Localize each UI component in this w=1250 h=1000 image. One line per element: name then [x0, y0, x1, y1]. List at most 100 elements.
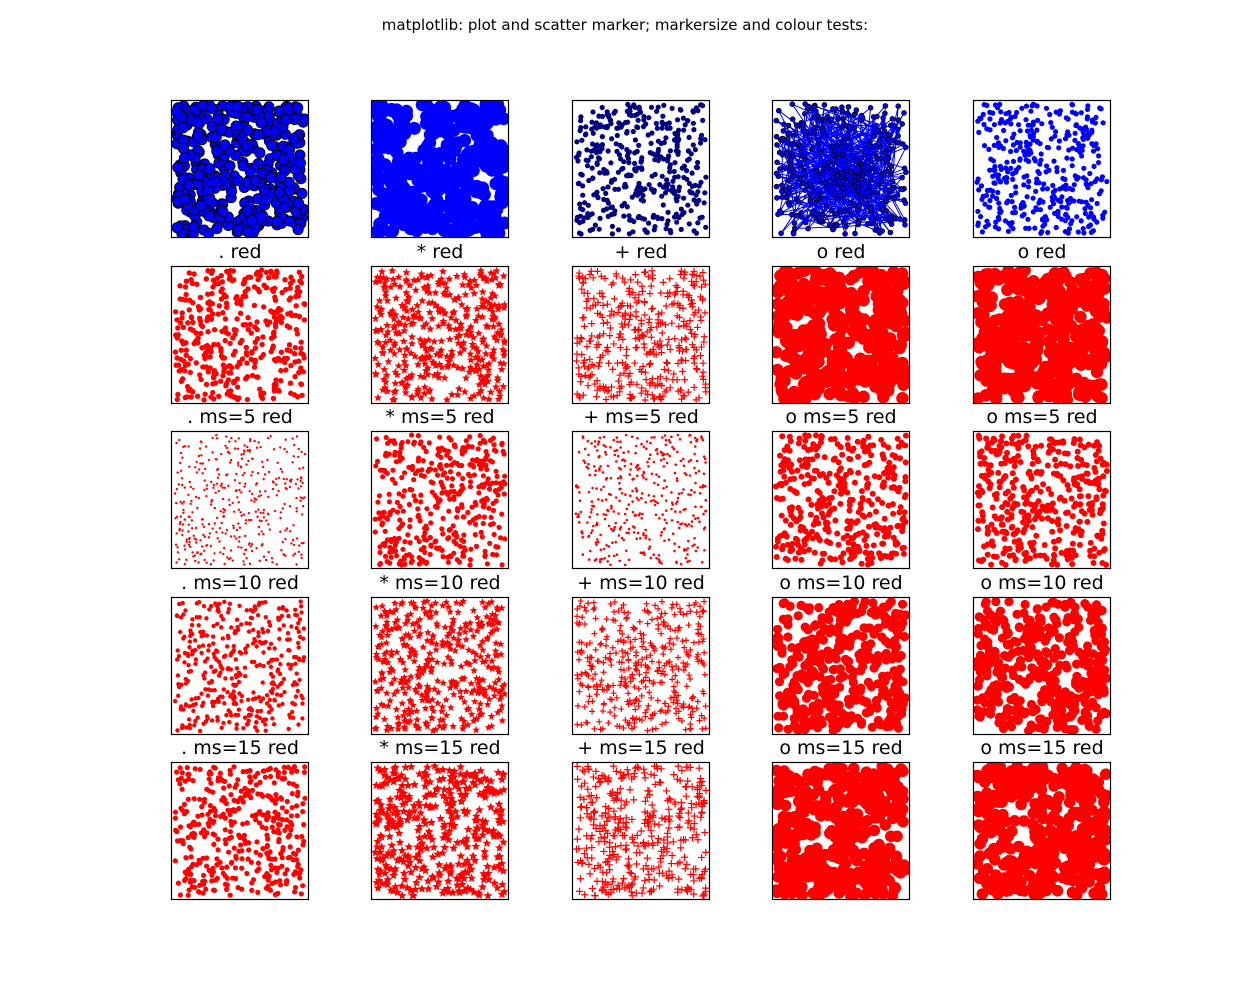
data-point: [297, 487, 300, 490]
data-point: [407, 524, 413, 530]
data-point: [887, 163, 894, 170]
data-point: [201, 472, 204, 475]
data-point: [211, 327, 218, 333]
data-point: [1023, 289, 1037, 302]
axes-frame: [771, 99, 911, 239]
data-point: [434, 373, 443, 381]
data-point: [641, 344, 648, 352]
data-point: [222, 511, 225, 514]
data-point: [578, 520, 581, 524]
data-point: [236, 461, 240, 464]
data-point: [450, 523, 456, 529]
data-point: [982, 275, 995, 288]
data-point: [179, 451, 183, 455]
data-point: [486, 486, 493, 492]
data-point: [1012, 295, 1025, 308]
data-point: [484, 479, 490, 485]
data-point: [646, 361, 653, 369]
data-point: [1003, 165, 1009, 171]
data-point: [234, 294, 240, 300]
data-point: [1026, 178, 1032, 184]
data-point: [1019, 213, 1025, 219]
data-point: [653, 120, 660, 127]
data-point: [224, 304, 230, 310]
data-point: [676, 214, 682, 221]
data-point: [1060, 167, 1067, 173]
data-point: [180, 483, 184, 487]
data-point: [485, 299, 493, 307]
data-point: [647, 348, 655, 356]
data-point: [675, 477, 679, 480]
data-point: [502, 536, 508, 542]
data-point: [855, 187, 862, 193]
data-point: [248, 448, 251, 452]
data-point: [266, 512, 270, 515]
data-point: [1034, 127, 1040, 133]
data-point: [482, 548, 488, 554]
data-point: [182, 368, 188, 374]
data-point: [636, 531, 640, 535]
axes-frame: [972, 99, 1112, 239]
data-point: [832, 167, 838, 173]
data-point: [586, 355, 594, 363]
data-point: [174, 396, 180, 403]
data-point: [695, 220, 701, 226]
data-point: [1054, 169, 1060, 175]
data-point: [847, 182, 853, 188]
data-point: [487, 540, 493, 547]
data-point: [400, 508, 406, 514]
data-point: [400, 357, 409, 366]
data-point: [225, 446, 229, 450]
data-point: [677, 356, 685, 364]
data-point: [244, 360, 250, 366]
data-point: [189, 280, 196, 287]
data-point: [621, 278, 629, 286]
data-point: [493, 373, 502, 382]
data-point: [415, 313, 424, 322]
data-point: [644, 536, 647, 540]
data-point: [995, 140, 1002, 146]
data-point: [863, 363, 876, 377]
data-point: [262, 465, 265, 469]
data-point: [806, 280, 820, 293]
data-point: [421, 473, 427, 479]
data-point: [208, 532, 212, 535]
data-point: [454, 339, 463, 347]
data-point: [502, 473, 508, 479]
data-point: [684, 168, 690, 174]
data-point: [289, 312, 295, 319]
data-point: [252, 345, 259, 351]
data-point: [667, 169, 673, 175]
data-point: [866, 188, 873, 195]
data-point: [298, 544, 301, 547]
data-point: [241, 205, 253, 217]
data-point: [244, 519, 248, 522]
data-point: [589, 511, 593, 514]
data-point: [1012, 204, 1018, 210]
data-point: [291, 351, 298, 357]
data-point: [199, 462, 202, 465]
data-point: [648, 545, 652, 548]
data-point: [681, 334, 689, 342]
data-point: [215, 437, 219, 440]
data-point: [671, 168, 677, 175]
data-point: [197, 496, 200, 500]
data-point: [501, 451, 507, 457]
data-point: [393, 370, 402, 379]
data-point: [653, 381, 661, 389]
data-point: [188, 537, 191, 541]
data-point: [467, 562, 473, 568]
data-point: [182, 508, 185, 512]
data-point: [790, 230, 797, 237]
data-point: [478, 294, 487, 303]
axes-frame: [972, 265, 1112, 405]
data-point: [654, 125, 660, 131]
data-point: [426, 440, 432, 446]
data-point: [291, 461, 294, 464]
data-point: [225, 435, 228, 438]
data-point: [604, 206, 610, 212]
data-point: [390, 314, 398, 323]
data-point: [414, 385, 423, 393]
data-point: [182, 500, 186, 503]
data-point: [255, 374, 261, 380]
